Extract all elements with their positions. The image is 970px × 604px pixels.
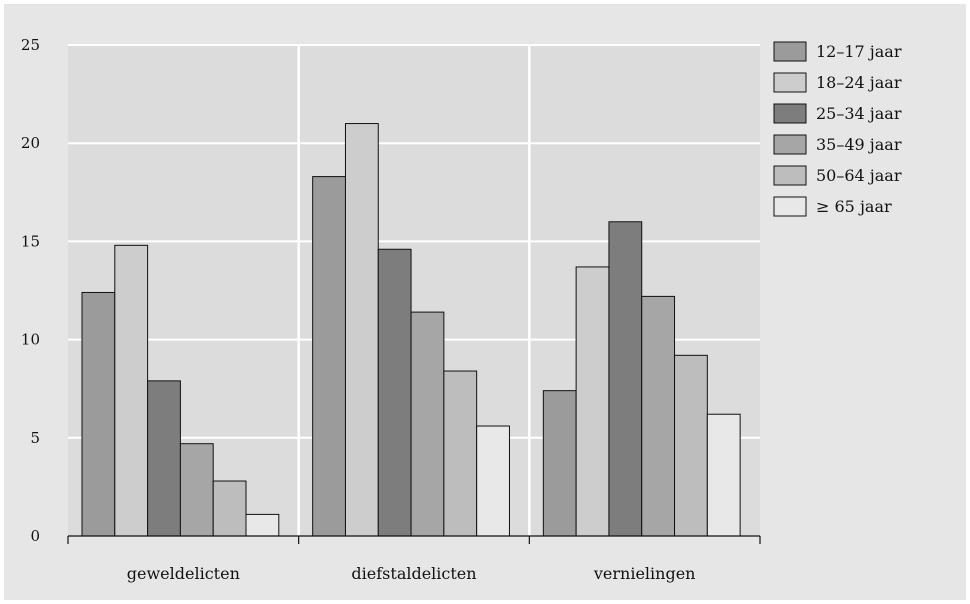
bar	[476, 425, 510, 537]
x-category-label: diefstaldelicten	[351, 564, 476, 583]
legend-label: 18–24 jaar	[816, 73, 902, 92]
bar-chart: 0 5 10 15 20 25 geweldelicten diefstaldelicten…	[21, 36, 902, 583]
bar	[114, 244, 149, 537]
legend: 12–17 jaar 18–24 jaar 25–34 jaar 35–49 jaar…	[773, 41, 902, 217]
bar	[641, 295, 676, 537]
y-tick-label: 5	[30, 429, 40, 447]
legend-swatch	[773, 72, 807, 93]
bar	[674, 354, 708, 537]
legend-label: 12–17 jaar	[816, 42, 902, 61]
bar	[147, 380, 181, 537]
bar	[179, 443, 214, 537]
bar	[245, 513, 280, 537]
bar	[377, 248, 412, 537]
y-tick-label: 10	[21, 331, 40, 349]
y-axis-ticks: 0 5 10 15 20 25	[21, 36, 40, 545]
legend-label: 25–34 jaar	[816, 104, 902, 123]
y-tick-label: 0	[30, 527, 40, 545]
legend-swatch	[773, 103, 807, 124]
legend-swatch	[773, 165, 807, 186]
x-axis-labels: geweldelicten diefstaldelicten vernielinge…	[127, 564, 696, 583]
bar	[410, 311, 445, 537]
bar	[608, 221, 643, 537]
legend-label: 35–49 jaar	[816, 135, 902, 154]
bar	[706, 413, 741, 537]
x-category-label: geweldelicten	[127, 564, 240, 583]
bar	[443, 370, 478, 537]
bar	[344, 123, 379, 537]
legend-swatch	[773, 134, 807, 155]
bar	[212, 480, 247, 537]
bar	[542, 390, 577, 537]
bar	[575, 266, 610, 537]
legend-label: 50–64 jaar	[816, 166, 902, 185]
bar	[81, 291, 116, 537]
x-category-label: vernielingen	[593, 564, 696, 583]
chart-panel: 0 5 10 15 20 25 geweldelicten diefstaldelicten…	[4, 4, 966, 600]
legend-swatch	[773, 41, 807, 62]
bar	[312, 176, 346, 537]
y-tick-label: 15	[21, 232, 40, 250]
legend-label: ≥ 65 jaar	[816, 197, 892, 216]
axes	[67, 535, 761, 544]
legend-swatch	[773, 196, 807, 217]
y-tick-label: 25	[21, 36, 40, 54]
y-tick-label: 20	[21, 134, 40, 152]
